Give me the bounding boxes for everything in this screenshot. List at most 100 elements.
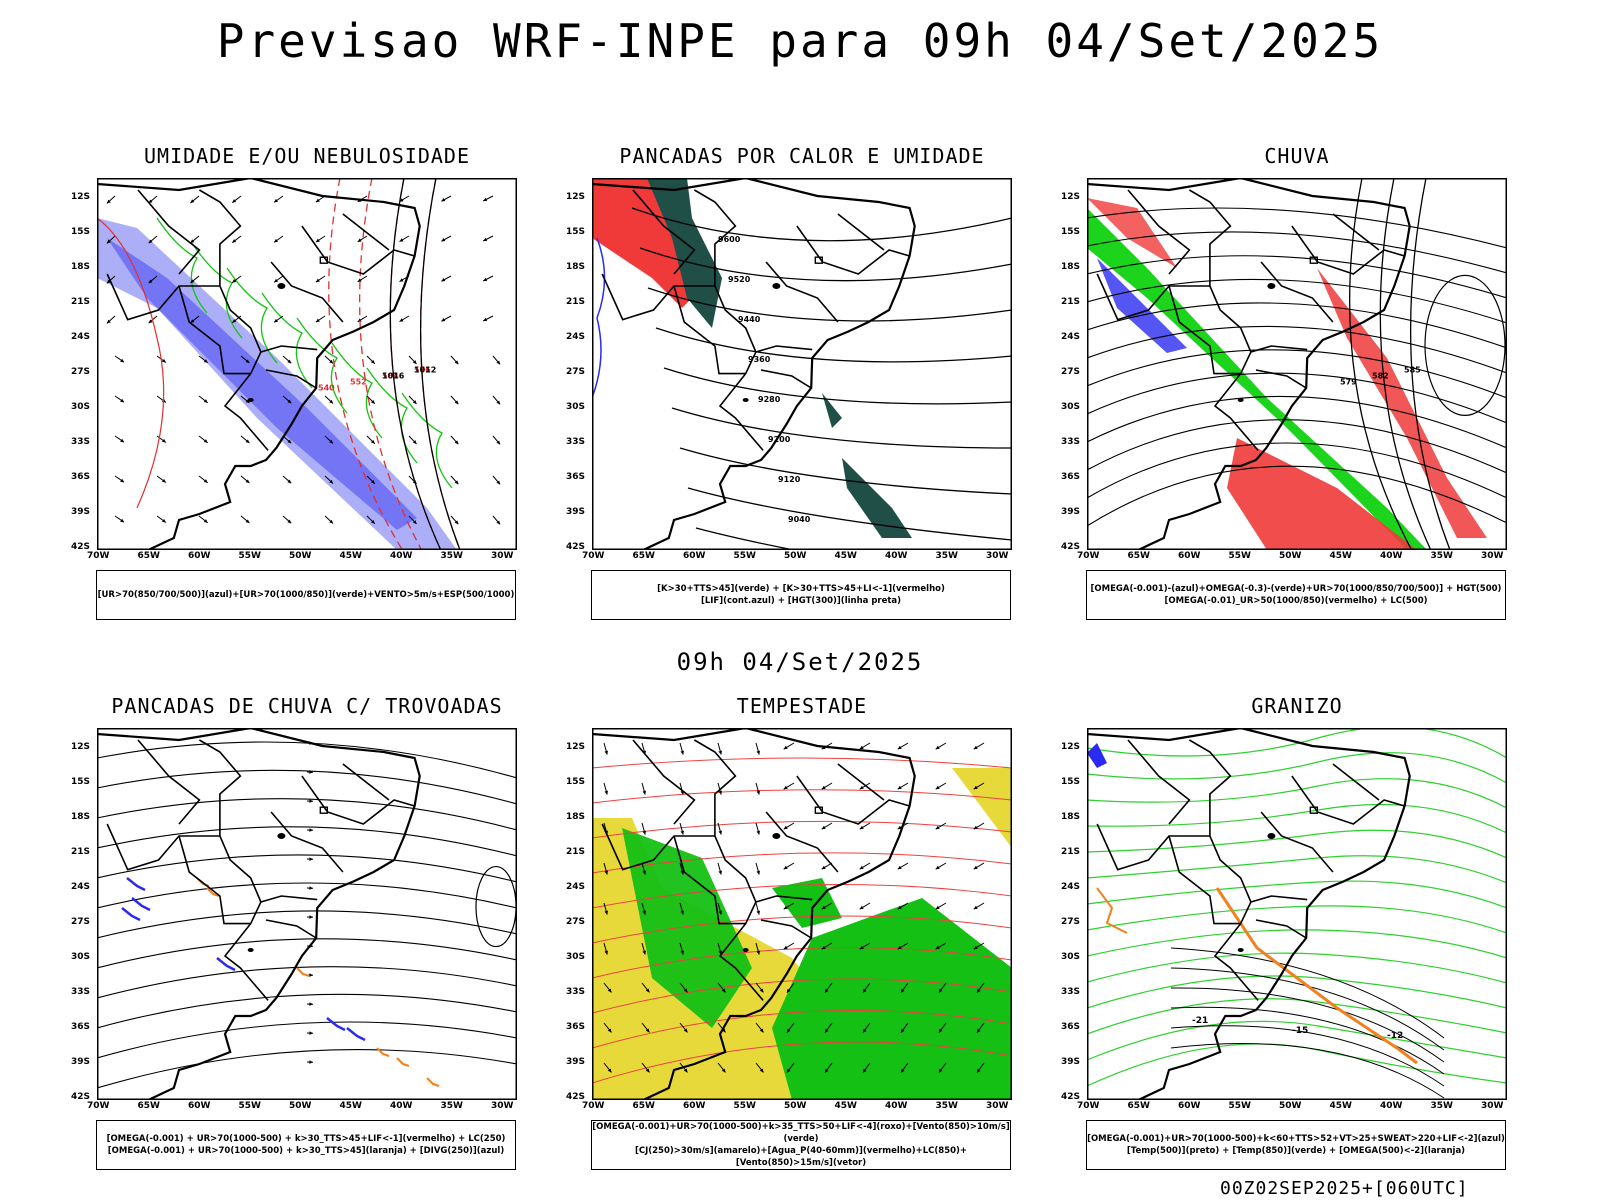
lat-label: 18S <box>1061 812 1081 822</box>
page-title: Previsao WRF-INPE para 09h 04/Set/2025 <box>216 14 1384 68</box>
contour-label: 1012 <box>414 366 436 375</box>
legend-line: [K>30+TTS>45](verde) + [K>30+TTS>45+LI<-… <box>657 584 945 594</box>
lat-label: 24S <box>566 332 586 342</box>
panel-title: UMIDADE E/OU NEBULOSIDADE <box>143 144 471 168</box>
contour-label: 582 <box>1372 372 1389 381</box>
lat-label: 42S <box>71 542 91 552</box>
lat-label: 33S <box>566 437 586 447</box>
lon-label: 30W <box>986 551 1009 561</box>
coastline <box>97 728 421 1100</box>
coastline <box>97 178 421 550</box>
contour-label: -15 <box>1292 1026 1308 1036</box>
lat-label: 15S <box>1061 227 1081 237</box>
lat-label: 30S <box>71 952 91 962</box>
lon-label: 60W <box>683 551 706 561</box>
panel-legend: [UR>70(850/700/500)](azul)+[UR>70(1000/8… <box>96 570 516 620</box>
lat-label: 36S <box>71 472 91 482</box>
panel-legend: [K>30+TTS>45](verde) + [K>30+TTS>45+LI<-… <box>591 570 1011 620</box>
lat-label: 36S <box>566 472 586 482</box>
contour-label: -21 <box>1192 1016 1208 1026</box>
contour-label: 540 <box>318 384 335 393</box>
lat-label: 33S <box>1061 437 1081 447</box>
panel-legend: [OMEGA(-0.001)+UR>70(1000-500)+k>35_TTS>… <box>591 1120 1011 1170</box>
lat-label: 12S <box>566 742 586 752</box>
lon-label: 40W <box>390 551 413 561</box>
contour-label: 9120 <box>778 475 801 484</box>
lon-label: 50W <box>289 1101 312 1111</box>
lat-label: 21S <box>1061 847 1081 857</box>
lon-label: 30W <box>1481 1101 1504 1111</box>
lat-label: 39S <box>566 1057 586 1067</box>
contour-label: 9040 <box>788 515 811 524</box>
legend-line: [OMEGA(-0.001) + UR>70(1000-500) + k>30_… <box>106 1134 506 1144</box>
lon-label: 65W <box>137 551 160 561</box>
lat-label: 39S <box>1061 1057 1081 1067</box>
lat-label: 27S <box>1061 917 1081 927</box>
lon-label: 65W <box>1127 1101 1150 1111</box>
lat-label: 18S <box>71 812 91 822</box>
lat-label: 24S <box>71 332 91 342</box>
lon-label: 60W <box>1178 551 1201 561</box>
panel-title: PANCADAS POR CALOR E UMIDADE <box>619 144 985 168</box>
lat-label: 30S <box>566 402 586 412</box>
legend-line: [OMEGA(-0.001)+UR>70(1000-500)+k>35_TTS>… <box>592 1122 1010 1144</box>
lat-label: 30S <box>1061 952 1081 962</box>
lat-label: 42S <box>1061 542 1081 552</box>
lat-label: 15S <box>566 227 586 237</box>
lat-label: 39S <box>71 507 91 517</box>
lon-label: 50W <box>289 551 312 561</box>
lat-label: 27S <box>566 917 586 927</box>
lon-label: 45W <box>834 1101 857 1111</box>
lon-label: 50W <box>1279 1101 1302 1111</box>
lat-label: 18S <box>71 262 91 272</box>
lon-label: 30W <box>1481 551 1504 561</box>
lon-label: 55W <box>1228 551 1251 561</box>
lon-label: 45W <box>1329 551 1352 561</box>
contour-label: 9360 <box>748 355 771 364</box>
lon-label: 50W <box>1279 551 1302 561</box>
legend-line: [Temp(500)](preto) + [Temp(850)](verde) … <box>1126 1146 1466 1156</box>
panel-legend: [OMEGA(-0.001)-(azul)+OMEGA(-0.3)-(verde… <box>1086 570 1506 620</box>
map-tempestade <box>592 728 1012 1100</box>
lat-label: 18S <box>566 262 586 272</box>
panel-title: GRANIZO <box>1251 694 1343 718</box>
lat-label: 39S <box>1061 507 1081 517</box>
lat-label: 42S <box>71 1092 91 1102</box>
lon-label: 50W <box>784 551 807 561</box>
legend-line: [LIF](cont.azul) + [HGT(300)](linha pret… <box>700 596 902 606</box>
lon-label: 60W <box>188 1101 211 1111</box>
lat-label: 42S <box>566 542 586 552</box>
lon-label: 70W <box>1077 1101 1100 1111</box>
coastline <box>592 178 916 550</box>
legend-line: [CJ(250)>30m/s](amarelo)+[Agua_P(40-60mm… <box>634 1146 968 1168</box>
lat-label: 12S <box>71 742 91 752</box>
panel-title: TEMPESTADE <box>736 694 868 718</box>
lat-label: 12S <box>71 192 91 202</box>
contour-label: 9200 <box>768 435 791 444</box>
lon-label: 60W <box>188 551 211 561</box>
lon-label: 70W <box>87 551 110 561</box>
panel-legend: [OMEGA(-0.001) + UR>70(1000-500) + k>30_… <box>96 1120 516 1170</box>
map-chuva: 585 582 579 <box>1087 178 1507 550</box>
lat-label: 15S <box>71 227 91 237</box>
lat-label: 12S <box>566 192 586 202</box>
lon-label: 65W <box>632 551 655 561</box>
legend-line: [OMEGA(-0.001)-(azul)+OMEGA(-0.3)-(verde… <box>1090 584 1502 594</box>
lon-label: 55W <box>733 1101 756 1111</box>
lat-label: 27S <box>71 367 91 377</box>
lat-label: 15S <box>566 777 586 787</box>
lat-label: 12S <box>1061 192 1081 202</box>
contour-label: 585 <box>1404 366 1421 375</box>
lat-label: 21S <box>1061 297 1081 307</box>
lon-label: 30W <box>491 551 514 561</box>
lon-label: 55W <box>238 1101 261 1111</box>
lat-label: 30S <box>1061 402 1081 412</box>
lat-label: 24S <box>1061 882 1081 892</box>
lat-label: 18S <box>566 812 586 822</box>
lon-label: 65W <box>632 1101 655 1111</box>
lon-label: 35W <box>1430 551 1453 561</box>
lon-label: 60W <box>683 1101 706 1111</box>
contour-label: 9280 <box>758 395 781 404</box>
lat-label: 30S <box>566 952 586 962</box>
contour-label: 552 <box>350 378 367 387</box>
